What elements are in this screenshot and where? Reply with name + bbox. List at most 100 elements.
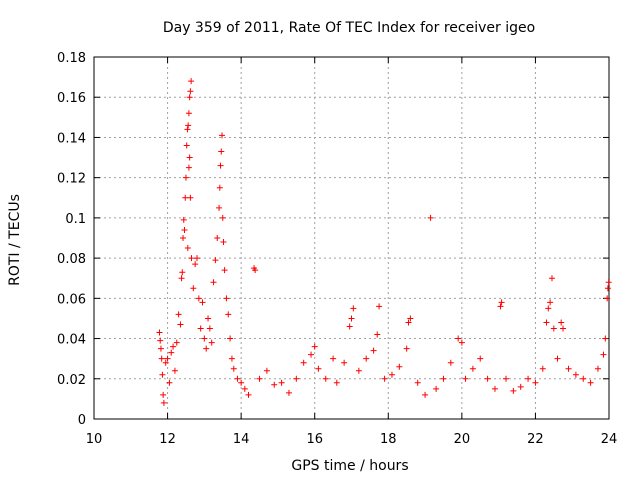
data-point — [256, 375, 263, 382]
plot-frame — [93, 56, 610, 420]
data-point — [219, 132, 226, 139]
data-point — [414, 379, 421, 386]
data-point — [545, 305, 552, 312]
data-point — [560, 325, 567, 332]
data-point — [185, 122, 192, 129]
data-point — [491, 385, 498, 392]
x-axis-label: GPS time / hours — [291, 458, 408, 474]
data-point — [225, 311, 232, 318]
data-point — [188, 255, 195, 262]
grid-lines — [94, 57, 609, 419]
data-point — [171, 367, 178, 374]
x-tick-label: 16 — [306, 432, 323, 447]
data-point — [600, 351, 607, 358]
data-point — [543, 319, 550, 326]
data-point — [184, 126, 191, 133]
data-point — [227, 335, 234, 342]
y-tick-label: 0.04 — [57, 333, 86, 348]
data-point — [180, 216, 187, 223]
x-tick-label: 12 — [159, 432, 176, 447]
data-point — [181, 226, 188, 233]
data-point — [550, 325, 557, 332]
x-tick-label: 22 — [527, 432, 544, 447]
x-tick-label: 18 — [380, 432, 397, 447]
axis-ticks — [93, 56, 610, 420]
data-point — [525, 375, 532, 382]
data-point — [517, 383, 524, 390]
data-point — [219, 214, 226, 221]
data-point — [197, 325, 204, 332]
data-point — [175, 311, 182, 318]
data-point — [433, 385, 440, 392]
data-point — [187, 88, 194, 95]
data-point — [330, 355, 337, 362]
data-point — [187, 194, 194, 201]
data-point — [166, 379, 173, 386]
data-point — [370, 347, 377, 354]
data-point — [157, 337, 164, 344]
data-point — [285, 389, 292, 396]
data-point — [194, 255, 200, 262]
data-point — [572, 371, 579, 378]
data-point — [184, 245, 191, 252]
data-point — [587, 379, 594, 386]
data-point — [532, 379, 539, 386]
y-tick-label: 0.12 — [57, 172, 86, 187]
data-point — [221, 267, 228, 274]
data-point — [177, 321, 184, 328]
data-point — [199, 299, 206, 306]
data-point — [170, 343, 177, 350]
data-point — [192, 261, 199, 268]
data-point — [182, 174, 189, 181]
data-point — [322, 375, 329, 382]
data-point — [208, 339, 215, 346]
data-point — [293, 375, 300, 382]
data-point — [180, 235, 187, 241]
data-point — [333, 379, 340, 386]
data-point — [160, 399, 167, 406]
data-point — [427, 214, 434, 221]
data-point — [179, 269, 186, 276]
data-point — [158, 355, 165, 362]
data-points — [156, 78, 612, 406]
data-point — [278, 379, 285, 386]
y-tick-label: 0.1 — [65, 212, 86, 227]
y-tick-label: 0.08 — [57, 252, 86, 267]
data-point — [422, 391, 429, 398]
data-point — [554, 355, 561, 362]
data-point — [440, 375, 447, 382]
data-point — [396, 363, 403, 370]
data-point — [223, 295, 230, 302]
data-point — [205, 315, 212, 322]
data-point — [188, 78, 195, 85]
data-point — [185, 110, 192, 117]
data-point — [311, 343, 318, 350]
data-point — [503, 375, 509, 382]
data-point — [245, 391, 252, 398]
data-point — [168, 349, 175, 356]
y-axis-label: ROTI / TECUs — [7, 194, 23, 286]
y-tick-label: 0.16 — [57, 91, 86, 106]
data-point — [458, 339, 465, 346]
data-point — [407, 315, 414, 322]
data-point — [271, 381, 278, 388]
data-point — [558, 319, 565, 326]
data-point — [363, 355, 370, 362]
data-point — [376, 303, 383, 310]
data-point — [477, 355, 484, 362]
data-point — [388, 371, 395, 378]
data-point — [228, 355, 235, 362]
data-point — [220, 239, 227, 246]
data-point — [594, 365, 601, 372]
data-point — [447, 359, 454, 366]
data-point — [159, 371, 166, 378]
x-tick-label: 20 — [454, 432, 471, 447]
chart-title: Day 359 of 2011, Rate Of TEC Index for r… — [163, 20, 535, 36]
data-point — [201, 335, 208, 342]
data-point — [216, 184, 223, 191]
data-point — [469, 365, 476, 372]
y-tick-label: 0.02 — [57, 373, 86, 388]
data-point — [381, 375, 388, 382]
y-tick-label: 0.18 — [57, 51, 86, 66]
data-point — [315, 365, 322, 372]
